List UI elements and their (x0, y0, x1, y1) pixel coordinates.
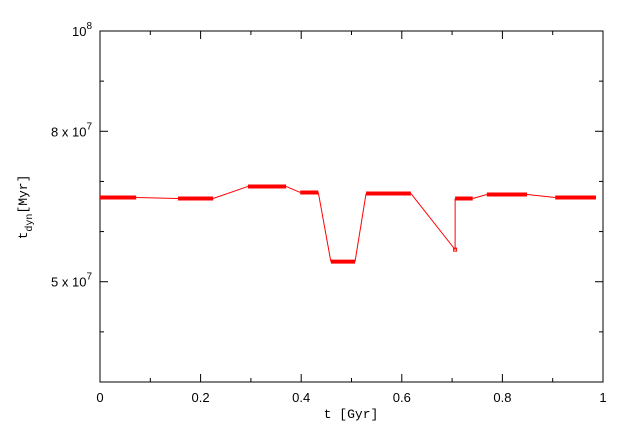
plot-frame (99, 30, 604, 383)
y-tick-base: 8 x 10 (51, 124, 86, 139)
x-tick-label: 0.8 (493, 390, 511, 405)
connector (410, 193, 456, 250)
y-tick-exp: 7 (86, 272, 92, 283)
x-tick-label: 0.2 (192, 390, 210, 405)
connector (213, 185, 249, 199)
y-label-sub: dyn (24, 214, 36, 232)
connector (317, 192, 332, 262)
y-label-unit: [Myr] (16, 175, 31, 214)
y-tick-label: 108 (72, 21, 92, 39)
x-tick-label: 0 (96, 390, 103, 405)
y-tick-base: 10 (72, 24, 86, 39)
y-tick-exp: 7 (86, 121, 92, 132)
y-tick-label: 5 x 107 (51, 272, 92, 290)
x-label: t (324, 407, 332, 422)
y-axis-label: tdyn[Myr] (16, 175, 36, 240)
x-axis-label: t [Gyr] (324, 407, 379, 422)
connector (472, 193, 487, 199)
y-tick-base: 5 x 10 (51, 275, 86, 290)
x-tick-label: 0.6 (393, 390, 411, 405)
connector (285, 185, 301, 193)
y-tick-exp: 8 (86, 21, 92, 32)
x-tick-label: 1 (599, 390, 606, 405)
y-label: t (16, 232, 31, 240)
point (453, 247, 458, 252)
connector (136, 196, 178, 199)
x-tick-label: 0.4 (292, 390, 310, 405)
y-tick-label: 8 x 107 (51, 121, 92, 139)
connector (354, 193, 367, 262)
connector (526, 193, 556, 198)
x-label-unit: [Gyr] (339, 407, 378, 422)
